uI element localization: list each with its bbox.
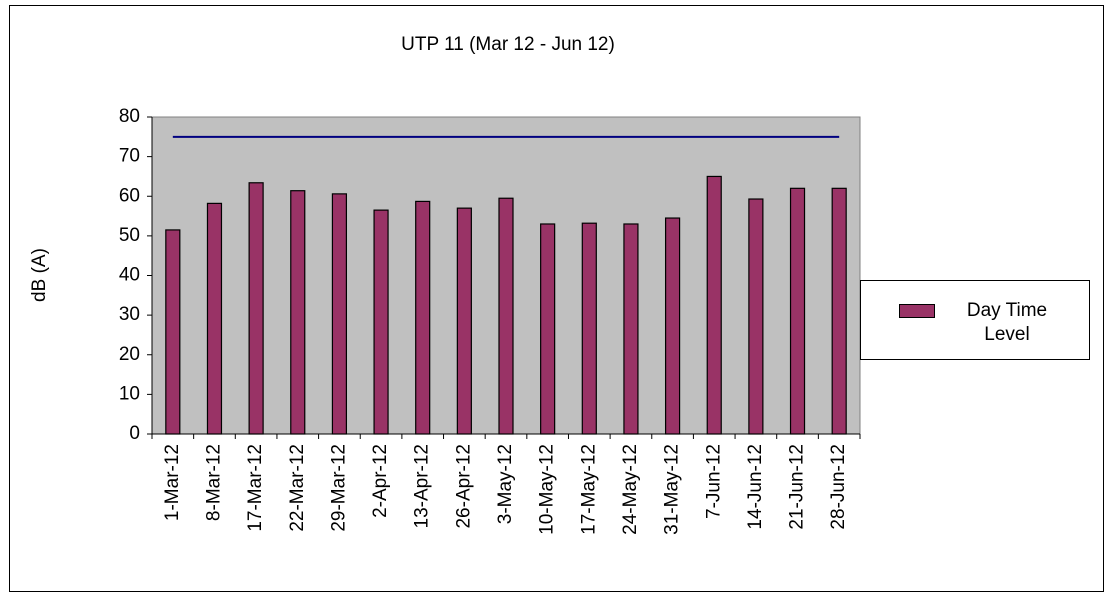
- bar: [748, 198, 764, 435]
- x-tick-label: 13-Apr-12: [412, 444, 433, 529]
- bar: [498, 197, 514, 435]
- bar: [165, 229, 181, 435]
- bar: [290, 190, 306, 435]
- legend: Day Time Level: [860, 280, 1090, 360]
- y-tick-label: 70: [119, 146, 140, 167]
- x-tick-label: 24-May-12: [620, 444, 641, 535]
- x-tick-label: 31-May-12: [662, 444, 683, 535]
- x-tick-label: 17-Mar-12: [245, 444, 266, 532]
- y-tick-label: 0: [129, 423, 140, 444]
- y-tick-label: 40: [119, 265, 140, 286]
- y-axis-label: dB (A): [29, 248, 50, 302]
- x-tick-label: 1-Mar-12: [162, 444, 183, 521]
- legend-swatch: [899, 304, 935, 318]
- y-tick-label: 50: [119, 225, 140, 246]
- bar: [581, 222, 597, 435]
- bar: [540, 223, 556, 435]
- x-tick-label: 2-Apr-12: [370, 444, 391, 518]
- bar: [456, 207, 472, 435]
- x-tick-label: 22-Mar-12: [287, 444, 308, 532]
- bar: [415, 200, 431, 435]
- bar: [373, 209, 389, 435]
- bar: [331, 193, 348, 435]
- bar: [831, 187, 847, 435]
- bar: [789, 187, 806, 435]
- x-tick-label: 17-May-12: [578, 444, 599, 535]
- x-tick-label: 7-Jun-12: [703, 444, 724, 519]
- bar: [206, 202, 223, 435]
- y-tick-label: 10: [119, 383, 140, 404]
- x-tick-label: 29-Mar-12: [328, 444, 349, 532]
- bar: [623, 223, 639, 435]
- x-tick-label: 3-May-12: [495, 444, 516, 524]
- bar: [664, 217, 681, 435]
- x-tick-label: 26-Apr-12: [453, 444, 474, 529]
- x-tick-label: 28-Jun-12: [828, 444, 849, 530]
- y-tick-label: 20: [119, 344, 140, 365]
- x-tick-label: 10-May-12: [537, 444, 558, 535]
- x-tick-label: 14-Jun-12: [745, 444, 766, 530]
- bar: [248, 182, 264, 435]
- x-tick-label: 8-Mar-12: [203, 444, 224, 521]
- y-tick-label: 60: [119, 185, 140, 206]
- chart-title: UTP 11 (Mar 12 - Jun 12): [401, 34, 615, 55]
- bar: [706, 175, 722, 435]
- y-tick-label: 80: [119, 106, 140, 127]
- x-tick-label: 21-Jun-12: [787, 444, 808, 530]
- y-tick-label: 30: [119, 304, 140, 325]
- legend-label: Day Time Level: [966, 300, 1048, 345]
